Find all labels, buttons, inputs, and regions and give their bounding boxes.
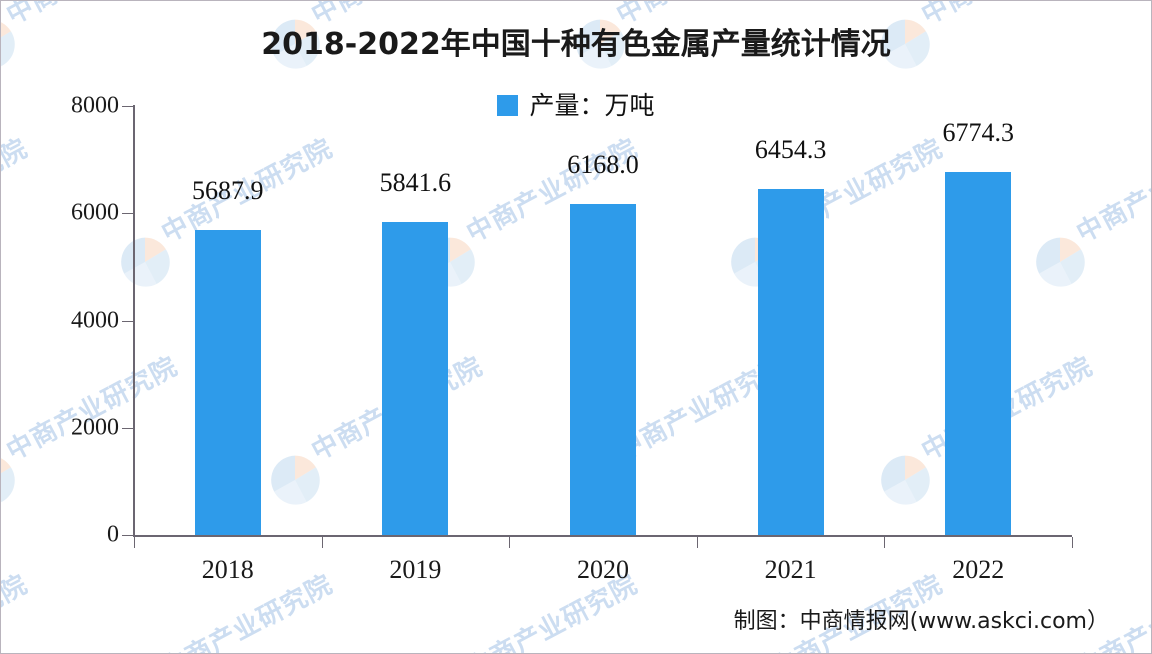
x-axis-category-label: 2020 (577, 555, 629, 584)
x-axis-category-label: 2022 (952, 555, 1005, 584)
x-axis-tick-mark (1072, 537, 1073, 548)
bar-value-label: 6454.3 (754, 134, 827, 164)
bar-value-label: 5687.9 (192, 175, 264, 205)
x-axis-category-label: 2019 (389, 555, 442, 584)
page-title: 2018-2022年中国十种有色金属产量统计情况 (261, 27, 891, 62)
legend-swatch-icon (497, 95, 519, 116)
bar-value-label: 6168.0 (567, 150, 639, 180)
bar-value-label: 6774.3 (942, 117, 1014, 147)
y-axis-tick-mark (122, 320, 134, 322)
x-axis-tick-mark (884, 537, 886, 548)
x-axis-category-label: 2018 (201, 555, 254, 584)
bar-2020[interactable] (570, 204, 636, 535)
y-axis-tick-mark (122, 213, 134, 215)
legend-label: 产量：万吨 (529, 91, 655, 120)
y-axis-tick-label: 8000 (71, 92, 119, 119)
y-axis-tick-label: 4000 (71, 307, 119, 333)
y-axis-tick-label: 0 (107, 521, 119, 548)
chart-legend: 产量：万吨 (1, 93, 1151, 118)
bar-value-label: 5841.6 (379, 167, 452, 197)
y-axis-tick-mark (122, 106, 134, 107)
x-axis-tick-mark (696, 537, 698, 548)
x-axis-tick-mark (509, 537, 511, 548)
y-axis-tick-label: 2000 (71, 414, 119, 441)
y-axis-tick-label: 6000 (71, 199, 119, 226)
x-axis-line (133, 535, 1072, 537)
bar-2021[interactable] (757, 188, 824, 535)
bar-2018[interactable] (194, 229, 261, 535)
y-axis-tick-mark (122, 535, 134, 536)
source-credit: 制图：中商情报网(www.askci.com） (733, 609, 1109, 634)
x-axis-category-label: 2021 (764, 555, 817, 584)
y-axis-tick-mark (122, 427, 134, 429)
x-axis-tick-mark (134, 537, 135, 548)
bar-2019[interactable] (382, 221, 449, 535)
bar-2022[interactable] (945, 171, 1012, 535)
x-axis-tick-mark (321, 537, 323, 548)
y-axis-line (133, 105, 135, 536)
